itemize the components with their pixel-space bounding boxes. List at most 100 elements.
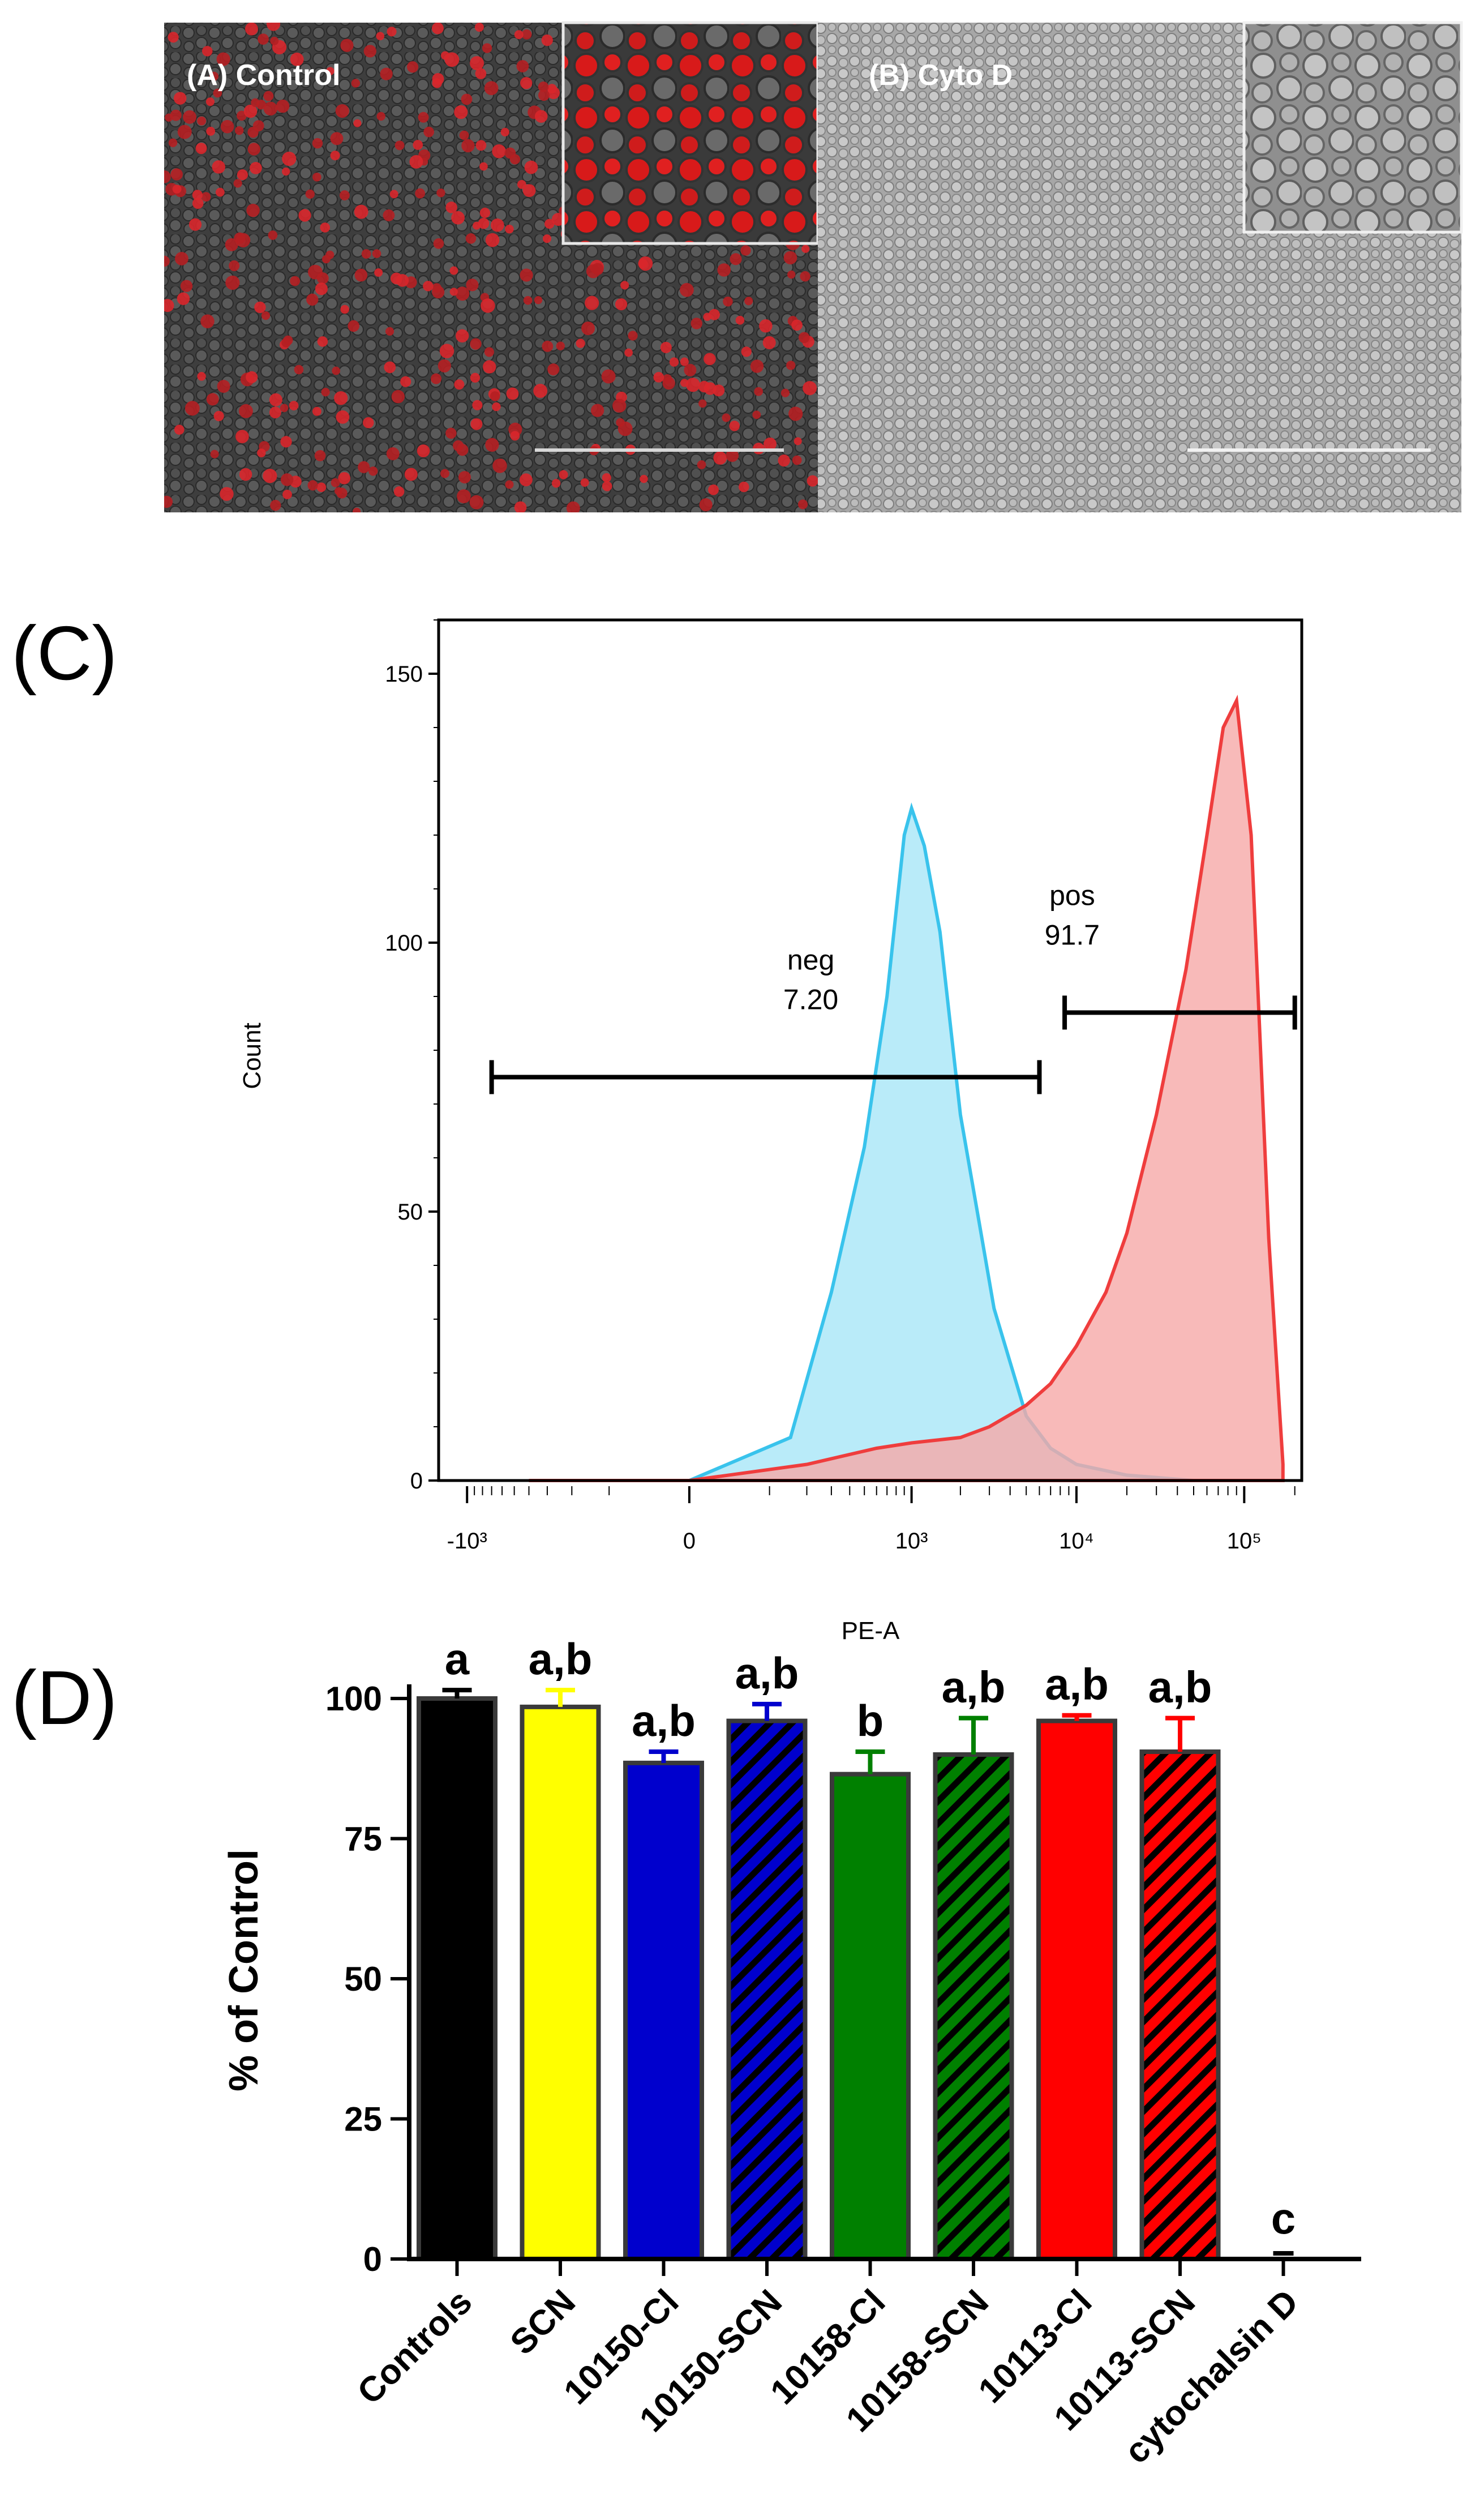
red-cell bbox=[185, 401, 200, 416]
red-cell bbox=[336, 410, 350, 424]
micrograph-cyto-d: (B) Cyto D bbox=[818, 21, 1463, 512]
panel-a-label: (A) Control bbox=[187, 59, 340, 92]
red-cell bbox=[432, 78, 442, 88]
red-cell bbox=[263, 101, 278, 116]
red-cell bbox=[164, 255, 170, 267]
red-cell bbox=[269, 407, 281, 418]
red-cell bbox=[465, 233, 477, 244]
red-cell bbox=[541, 34, 553, 46]
red-cell bbox=[225, 238, 238, 251]
red-cell bbox=[192, 190, 203, 200]
red-cell bbox=[492, 144, 506, 159]
bar-10113-Cl bbox=[1036, 1718, 1117, 2262]
red-cell bbox=[246, 203, 260, 217]
red-cell bbox=[212, 160, 226, 174]
red-cell bbox=[175, 251, 188, 266]
red-cell bbox=[506, 387, 519, 400]
fluorescent-cells bbox=[164, 23, 818, 512]
bar-y-tick-label: 25 bbox=[344, 2100, 382, 2138]
inset-cyto-d bbox=[1242, 21, 1463, 234]
red-cell bbox=[723, 296, 733, 307]
x-tick-label: 10³ bbox=[895, 1529, 928, 1554]
red-cell bbox=[726, 449, 739, 462]
red-cell bbox=[393, 486, 405, 497]
red-cell bbox=[250, 162, 262, 174]
red-cell bbox=[290, 52, 304, 66]
red-cell bbox=[800, 271, 810, 282]
bar-y-tick-label: 100 bbox=[325, 1680, 382, 1718]
red-cell bbox=[762, 336, 776, 349]
red-cell bbox=[466, 279, 479, 292]
red-cell bbox=[551, 478, 561, 488]
red-cell bbox=[752, 410, 761, 420]
red-cell bbox=[254, 301, 266, 314]
bar-10158-SCN bbox=[933, 1752, 1014, 2261]
red-cell bbox=[491, 218, 504, 232]
x-tick-label: 10⁵ bbox=[1227, 1529, 1262, 1554]
red-cell bbox=[744, 297, 753, 306]
red-cell bbox=[640, 474, 648, 484]
red-cell bbox=[233, 179, 242, 188]
red-cell bbox=[490, 391, 500, 401]
red-cell bbox=[354, 268, 368, 282]
red-cell bbox=[417, 444, 430, 457]
red-cell bbox=[722, 413, 731, 422]
red-cell bbox=[170, 168, 183, 181]
red-cell bbox=[280, 404, 289, 412]
red-cell bbox=[474, 23, 484, 32]
red-cell bbox=[358, 461, 370, 473]
red-cell bbox=[376, 32, 385, 41]
red-cell bbox=[791, 319, 803, 331]
panel-b-label: (B) Cyto D bbox=[869, 59, 1013, 92]
red-cell bbox=[788, 407, 803, 421]
red-cell bbox=[243, 104, 258, 118]
red-cell bbox=[413, 140, 423, 150]
red-cell bbox=[173, 92, 187, 105]
red-cell bbox=[801, 245, 810, 253]
red-cell bbox=[436, 188, 445, 198]
red-cell bbox=[209, 71, 219, 81]
red-cell bbox=[348, 320, 359, 332]
red-cell bbox=[456, 329, 469, 343]
red-cell bbox=[505, 480, 514, 489]
red-cell bbox=[192, 198, 204, 209]
red-cell bbox=[590, 404, 604, 417]
red-cell bbox=[458, 470, 471, 484]
red-cell bbox=[326, 67, 334, 76]
red-cell bbox=[220, 119, 234, 134]
red-cell bbox=[514, 501, 527, 512]
red-cell bbox=[580, 478, 589, 487]
red-cell bbox=[217, 379, 230, 393]
red-cell bbox=[730, 253, 742, 266]
red-cell bbox=[479, 162, 488, 171]
red-cell bbox=[510, 431, 520, 441]
red-cell bbox=[423, 126, 435, 138]
red-cell bbox=[235, 126, 244, 135]
red-cell bbox=[376, 112, 385, 121]
significance-label: a,b bbox=[632, 1696, 696, 1745]
red-cell bbox=[289, 401, 299, 410]
red-cell bbox=[601, 369, 616, 384]
red-cell bbox=[484, 347, 494, 357]
red-cell bbox=[251, 98, 260, 108]
red-cell bbox=[500, 127, 509, 136]
red-cell bbox=[168, 138, 178, 147]
red-cell bbox=[213, 88, 222, 98]
red-cell bbox=[263, 468, 277, 484]
red-cell bbox=[276, 99, 290, 113]
red-cell bbox=[713, 451, 727, 465]
red-cell bbox=[556, 341, 565, 350]
red-cell bbox=[780, 388, 790, 397]
red-cell bbox=[505, 224, 514, 234]
red-cell bbox=[164, 495, 173, 508]
red-cell bbox=[372, 249, 381, 258]
red-cell bbox=[386, 447, 400, 460]
red-cell bbox=[481, 298, 495, 313]
red-cell bbox=[188, 218, 202, 231]
red-cell bbox=[404, 468, 418, 481]
red-cell bbox=[180, 280, 193, 292]
red-cell bbox=[270, 36, 279, 45]
red-cell bbox=[363, 45, 376, 58]
red-cell bbox=[174, 425, 185, 435]
